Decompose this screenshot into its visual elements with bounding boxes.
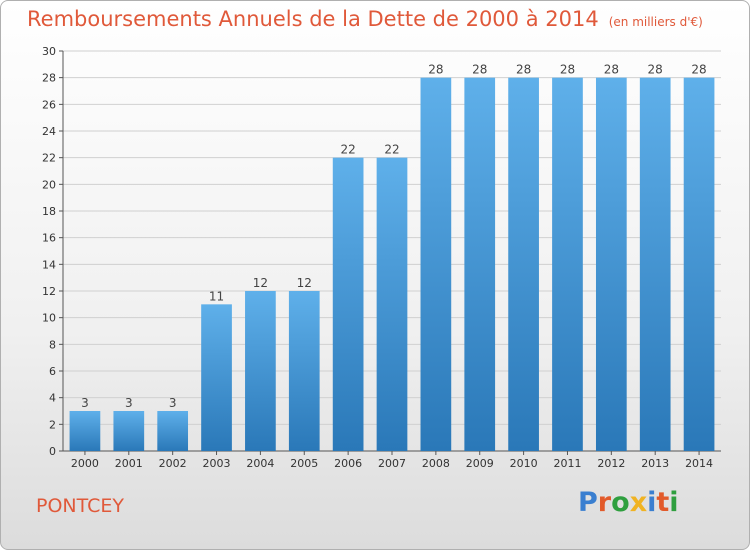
- x-tick-label: 2014: [685, 457, 713, 470]
- bar: [332, 157, 364, 451]
- logo-letter: i: [669, 487, 679, 518]
- bar: [245, 291, 276, 451]
- bar-value-label: 11: [209, 289, 224, 303]
- bar-value-label: 3: [125, 396, 133, 410]
- logo-letter: P: [578, 487, 598, 518]
- proxiti-logo: Proxiti: [578, 487, 679, 518]
- y-tick-label: 18: [42, 205, 56, 218]
- bar: [552, 77, 583, 452]
- y-tick-label: 20: [42, 178, 56, 191]
- bar-value-label: 22: [340, 143, 355, 157]
- y-tick-label: 24: [42, 125, 56, 138]
- bar-value-label: 22: [384, 143, 399, 157]
- bar-value-label: 28: [691, 63, 706, 77]
- y-tick-label: 16: [42, 232, 56, 245]
- x-tick-label: 2011: [553, 457, 581, 470]
- bar: [683, 77, 715, 452]
- x-tick-label: 2010: [510, 457, 538, 470]
- bar: [464, 77, 496, 452]
- logo-letter: i: [647, 487, 657, 518]
- logo-letter: o: [611, 487, 630, 518]
- y-tick-label: 12: [42, 285, 56, 298]
- x-tick-label: 2004: [246, 457, 274, 470]
- y-tick-label: 26: [42, 98, 56, 111]
- chart-title: Remboursements Annuels de la Dette de 20…: [27, 7, 599, 31]
- bar-chart: 0246810121416182022242628303200032001320…: [42, 45, 721, 470]
- y-tick-label: 10: [42, 312, 56, 325]
- bar: [595, 77, 627, 452]
- logo-letter: t: [656, 487, 670, 518]
- bar-value-label: 28: [604, 63, 619, 77]
- y-tick-label: 14: [42, 258, 56, 271]
- bar: [508, 77, 539, 452]
- bar: [639, 77, 671, 452]
- x-tick-label: 2013: [641, 457, 669, 470]
- y-tick-label: 22: [42, 152, 56, 165]
- x-tick-label: 2007: [378, 457, 406, 470]
- bar-value-label: 3: [81, 396, 89, 410]
- bar-value-label: 12: [253, 276, 268, 290]
- y-tick-label: 0: [49, 445, 56, 458]
- x-tick-label: 2000: [71, 457, 99, 470]
- x-tick-label: 2005: [290, 457, 318, 470]
- bar-value-label: 28: [428, 63, 443, 77]
- commune-name: PONTCEY: [36, 495, 124, 517]
- bar: [113, 411, 145, 451]
- bar-value-label: 28: [516, 63, 531, 77]
- y-tick-label: 6: [49, 365, 56, 378]
- bar: [376, 157, 408, 451]
- y-tick-label: 30: [42, 45, 56, 58]
- x-tick-label: 2003: [203, 457, 231, 470]
- logo-letter: r: [597, 487, 612, 518]
- x-tick-label: 2009: [466, 457, 494, 470]
- x-tick-label: 2006: [334, 457, 362, 470]
- logo-letter: x: [629, 487, 648, 518]
- bar-value-label: 28: [472, 63, 487, 77]
- x-tick-label: 2001: [115, 457, 143, 470]
- x-tick-label: 2012: [597, 457, 625, 470]
- chart-subtitle: (en milliers d'€): [608, 15, 703, 29]
- bar: [201, 304, 232, 451]
- bar-value-label: 28: [648, 63, 663, 77]
- y-tick-label: 2: [49, 418, 56, 431]
- x-tick-label: 2002: [159, 457, 187, 470]
- bar-value-label: 12: [297, 276, 312, 290]
- x-tick-label: 2008: [422, 457, 450, 470]
- y-tick-label: 4: [49, 392, 56, 405]
- bar-value-label: 3: [169, 396, 177, 410]
- bar: [69, 411, 101, 451]
- title-row: Remboursements Annuels de la Dette de 20…: [27, 7, 703, 31]
- bar-value-label: 28: [560, 63, 575, 77]
- bar: [288, 291, 320, 451]
- bar: [157, 411, 189, 451]
- y-tick-label: 28: [42, 72, 56, 85]
- bar: [420, 77, 452, 452]
- y-tick-label: 8: [49, 338, 56, 351]
